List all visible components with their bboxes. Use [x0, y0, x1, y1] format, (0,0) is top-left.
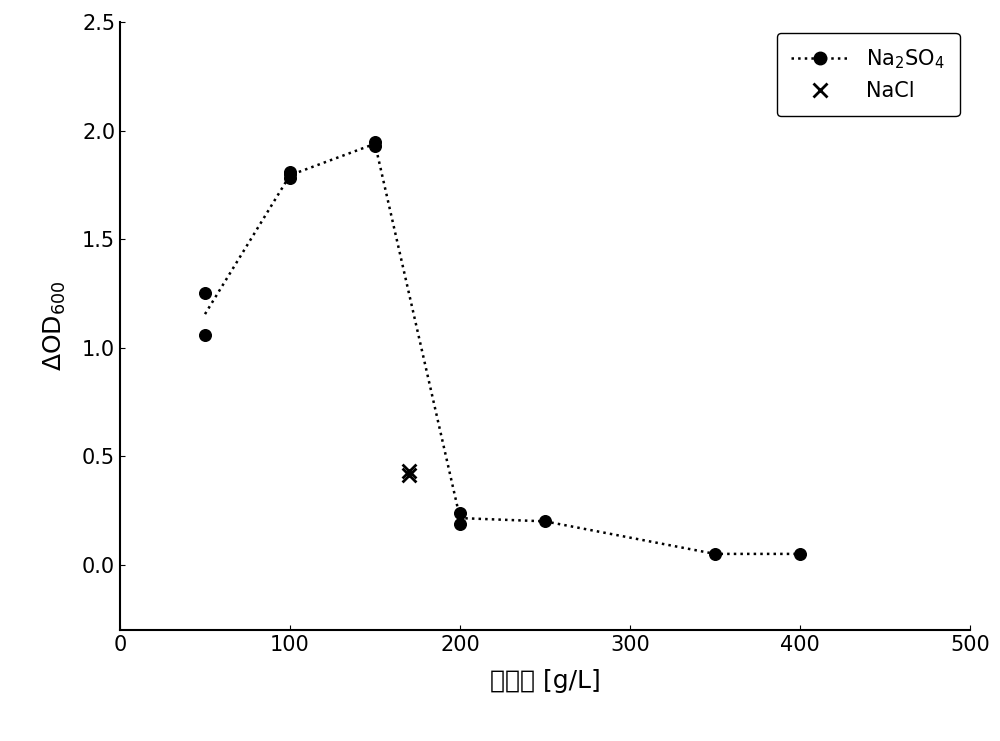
Point: [367, 136, 383, 147]
Point: [367, 140, 383, 152]
Y-axis label: $\Delta$OD$_{600}$: $\Delta$OD$_{600}$: [42, 281, 68, 371]
Point: [197, 288, 213, 299]
Point: [197, 329, 213, 341]
Point: [537, 516, 553, 528]
Point: [452, 507, 468, 519]
Legend: Na$_2$SO$_4$, NaCl: Na$_2$SO$_4$, NaCl: [777, 33, 960, 116]
Point: [401, 469, 417, 481]
Point: [282, 173, 298, 185]
X-axis label: 盐浓度 [g/L]: 盐浓度 [g/L]: [490, 668, 600, 693]
Point: [282, 166, 298, 178]
Point: [401, 465, 417, 477]
Point: [707, 548, 723, 560]
Point: [282, 168, 298, 180]
Point: [452, 517, 468, 529]
Point: [792, 548, 808, 560]
